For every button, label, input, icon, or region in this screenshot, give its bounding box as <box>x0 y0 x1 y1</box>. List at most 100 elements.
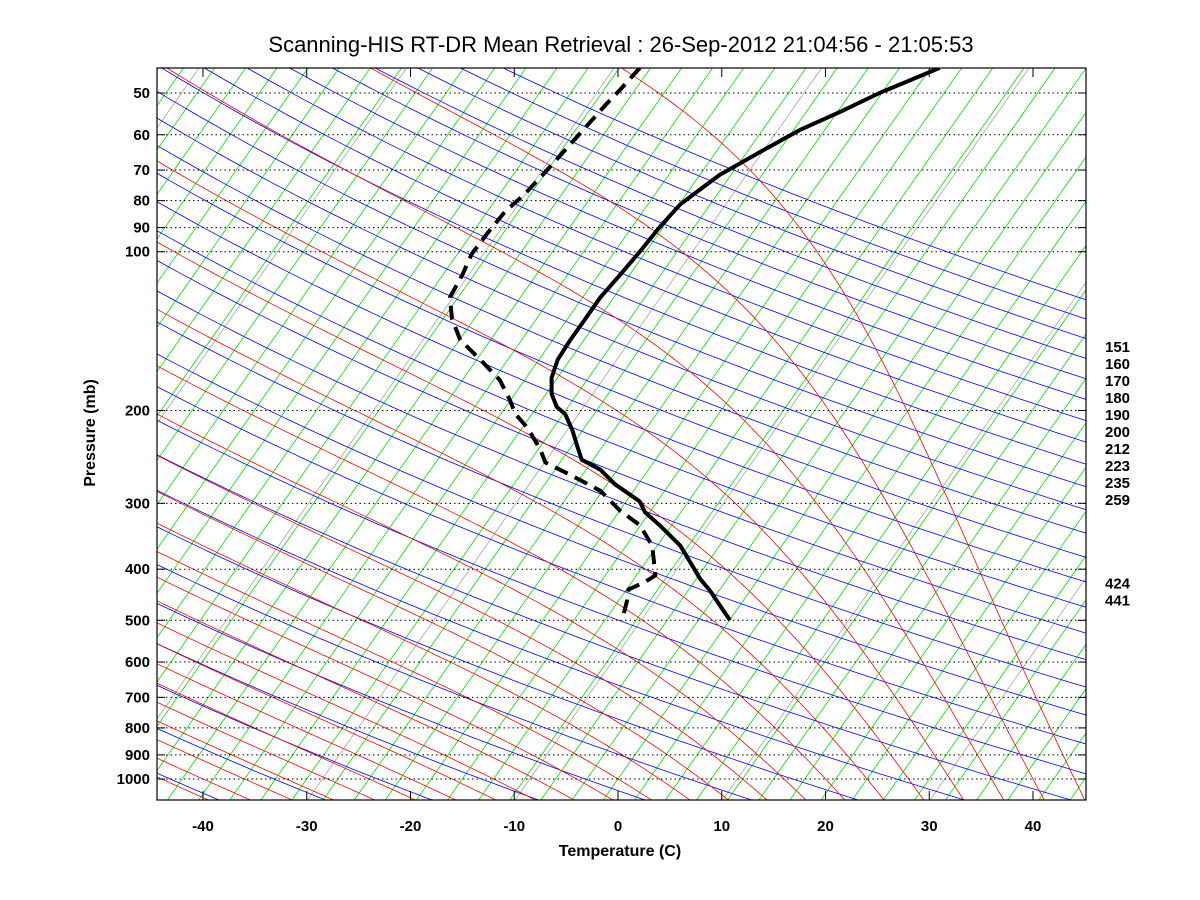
right-pressure-label: 235 <box>1105 475 1130 492</box>
y-tick-label: 50 <box>133 85 150 102</box>
dry-adiabat-line <box>288 68 1086 400</box>
y-tick-label: 70 <box>133 162 150 179</box>
dry-adiabat-line <box>157 526 860 800</box>
isotherm-line <box>157 68 527 595</box>
dewpoint-profile-line <box>447 68 658 617</box>
isotherm-line <box>198 68 714 800</box>
isotherm-line <box>415 68 932 800</box>
isotherm-line <box>696 244 1086 800</box>
moist-adiabat-line <box>157 454 768 800</box>
isotherm-line <box>157 68 278 240</box>
y-tick-label: 700 <box>125 689 150 706</box>
plot-frame <box>156 67 1087 801</box>
x-tick-label: -20 <box>400 818 422 835</box>
y-axis-label: Pressure (mb) <box>82 379 99 487</box>
isotherm-line <box>945 599 1086 800</box>
y-tick-label: 80 <box>133 193 150 210</box>
isotherm-line <box>789 377 1086 800</box>
dry-adiabat-line <box>157 489 967 800</box>
isotherm-line <box>157 68 309 284</box>
isotherm-line <box>633 156 1086 800</box>
right-pressure-label: 200 <box>1105 424 1130 441</box>
gridlines <box>157 92 1086 780</box>
isotherm-line <box>322 68 838 800</box>
moist-adiabat-line <box>157 576 614 800</box>
moist-adiabat-line <box>157 757 252 800</box>
dry-adiabat-line <box>157 290 1086 661</box>
x-tick-label: -10 <box>503 818 525 835</box>
x-tick-label: 40 <box>1025 818 1042 835</box>
moist-adiabat-line <box>157 701 376 800</box>
dry-adiabat-line <box>203 68 1086 443</box>
y-tick-label: 200 <box>125 402 150 419</box>
moist-adiabat-line <box>157 551 653 800</box>
isotherm-line <box>166 68 683 800</box>
moist-adiabat-line <box>620 68 1086 800</box>
secondary-line <box>514 68 1030 800</box>
secondary-line <box>307 68 823 800</box>
secondary-line <box>157 68 615 720</box>
isotherm-line <box>447 68 963 800</box>
moist-adiabat-line <box>157 622 536 800</box>
right-pressure-label: 170 <box>1105 373 1130 390</box>
dry-adiabat-line <box>157 90 1086 488</box>
isotherm-line <box>229 68 745 800</box>
dry-adiabat-line <box>157 353 1086 716</box>
dry-adiabat-line <box>157 230 1086 608</box>
isotherm-line <box>882 510 1086 800</box>
x-tick-label: 30 <box>921 818 938 835</box>
isotherm-line <box>976 643 1086 800</box>
x-axis-label: Temperature (C) <box>559 843 681 860</box>
moist-adiabat-line <box>166 68 1005 800</box>
x-tick-label: 20 <box>817 818 834 835</box>
isotherm-line <box>727 289 1086 800</box>
moist-adiabat-line <box>369 68 1045 800</box>
x-tick-label: -40 <box>192 818 214 835</box>
y-tick-label: 800 <box>125 720 150 737</box>
right-pressure-label: 441 <box>1105 593 1130 610</box>
isotherm-line <box>157 68 496 550</box>
y-tick-label: 600 <box>125 654 150 671</box>
isotherm-line <box>353 68 869 800</box>
right-pressure-label: 223 <box>1105 458 1130 475</box>
right-pressure-label: 180 <box>1105 390 1130 407</box>
dry-adiabat-line <box>157 201 1086 583</box>
right-pressure-label: 151 <box>1105 339 1130 356</box>
isotherm-line <box>384 68 900 800</box>
moist-adiabat-line <box>157 600 575 800</box>
moist-adiabat-line <box>157 160 965 800</box>
isotherm-line <box>157 68 247 196</box>
isotherm-line <box>157 68 371 373</box>
isotherm-line <box>664 200 1086 800</box>
isotherm-line <box>540 68 1056 800</box>
dry-adiabat-line <box>157 144 1086 534</box>
y-tick-label: 900 <box>125 747 150 764</box>
dry-adiabat-line <box>157 117 1086 511</box>
right-pressure-label: 160 <box>1105 356 1130 373</box>
x-tick-label: 0 <box>614 818 622 835</box>
dry-adiabat-line <box>157 643 540 800</box>
dry-adiabat-line <box>417 68 1086 339</box>
x-axis: -40 -30 -20 -10 0 10 20 30 40 <box>192 68 1041 835</box>
dry-adiabat-line <box>157 564 753 800</box>
dry-adiabat-line <box>157 454 1073 800</box>
moist-adiabat-line <box>157 643 497 800</box>
isotherm-line <box>602 111 1086 800</box>
background-lines <box>157 68 1086 800</box>
right-pressure-label: 190 <box>1105 407 1130 424</box>
x-tick-label: 10 <box>713 818 730 835</box>
y-tick-label: 1000 <box>117 771 150 788</box>
isotherm-line <box>913 555 1086 800</box>
y-tick-label: 300 <box>125 495 150 512</box>
moist-adiabat-line <box>157 308 885 800</box>
profiles <box>447 68 941 622</box>
isotherm-line <box>509 68 1025 800</box>
isotherm-line <box>571 68 1086 800</box>
x-tick-label: -30 <box>296 818 318 835</box>
moist-adiabat-line <box>157 365 846 800</box>
dry-adiabat-line <box>157 260 1086 634</box>
secondary-line <box>722 281 1086 800</box>
dry-adiabat-line <box>331 68 1086 380</box>
